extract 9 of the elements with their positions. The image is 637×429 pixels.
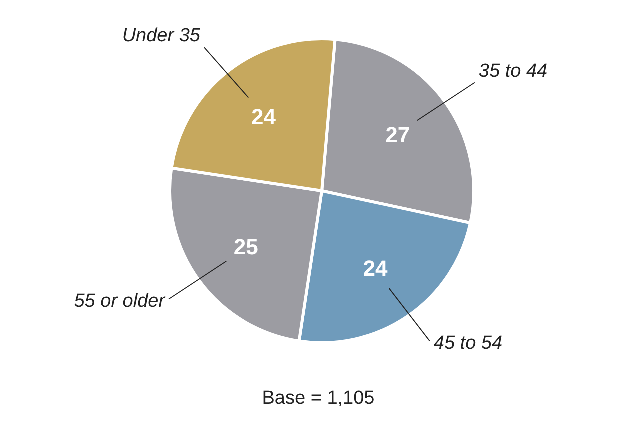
text: Base = 1,105 <box>261 388 376 410</box>
slice-label: 45 to 54 <box>434 333 503 354</box>
slice-label: 35 to 44 <box>478 60 548 82</box>
data-label: 24 <box>363 256 389 282</box>
slice-label: 55 or older <box>74 291 166 312</box>
data-label: 24 <box>251 104 277 130</box>
data-label: 25 <box>234 234 258 260</box>
slice-label: Under 35 <box>122 26 201 47</box>
data-label: 27 <box>386 122 410 148</box>
